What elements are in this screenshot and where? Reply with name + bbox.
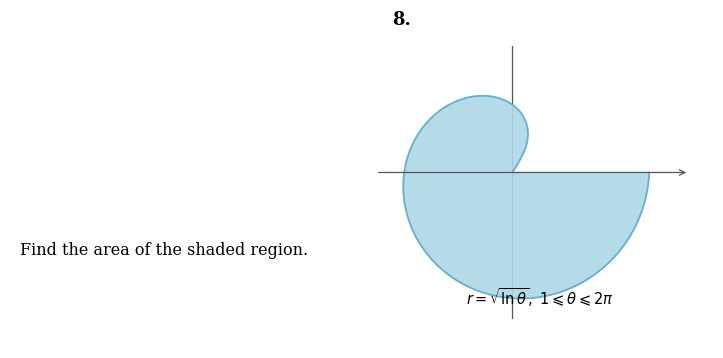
Polygon shape	[403, 96, 649, 299]
Text: 8.: 8.	[392, 11, 411, 29]
Text: Find the area of the shaded region.: Find the area of the shaded region.	[20, 242, 308, 259]
Text: $r = \sqrt{\ln \theta},\ 1 \leqslant \theta \leqslant 2\pi$: $r = \sqrt{\ln \theta},\ 1 \leqslant \th…	[466, 286, 614, 309]
